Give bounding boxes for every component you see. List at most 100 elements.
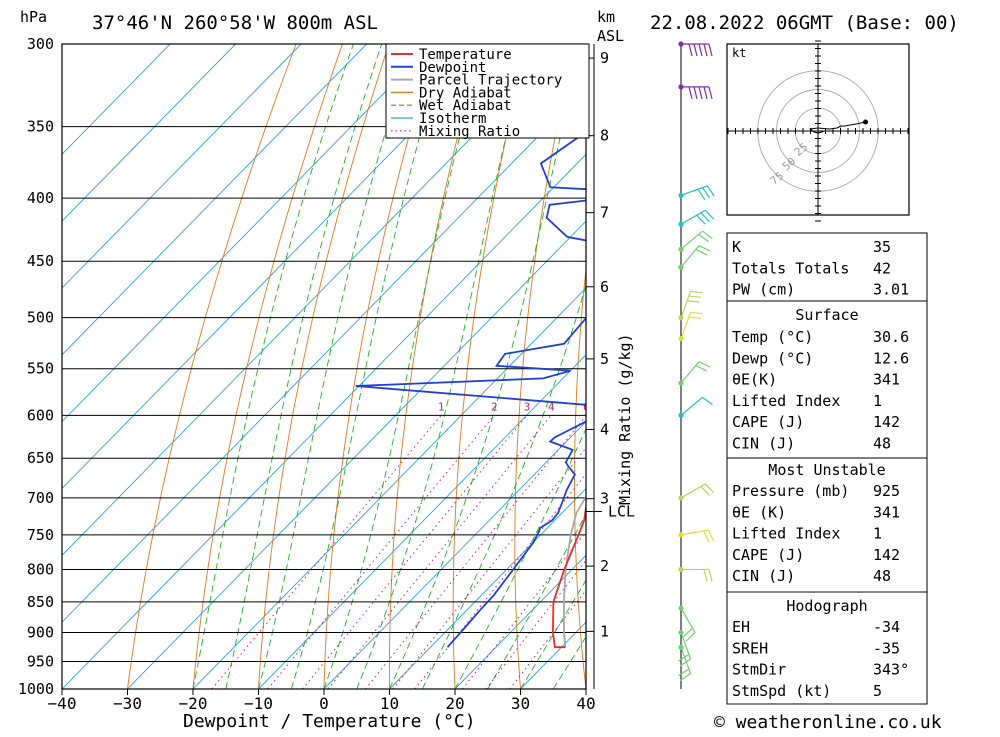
- index-value: 5: [873, 682, 882, 700]
- wet-adiabat-line: [193, 44, 353, 689]
- index-label: StmDir: [732, 661, 786, 679]
- dry-adiabat-line: [993, 44, 1000, 689]
- pressure-tick-label: 550: [27, 360, 54, 378]
- wind-barb-flag: [699, 246, 710, 251]
- x-tick-label: −30: [113, 694, 142, 713]
- index-value: 1: [873, 525, 882, 543]
- mixing-ratio-line: [268, 415, 494, 689]
- wind-barb-flag: [698, 189, 705, 199]
- isotherm-line: [0, 44, 170, 689]
- pressure-tick-label: 850: [27, 593, 54, 611]
- wind-barb-dot: [678, 532, 683, 537]
- index-label: CAPE (J): [732, 413, 804, 431]
- section-title: Most Unstable: [768, 461, 885, 479]
- km-tick-label: 9: [600, 49, 609, 67]
- km-tick-label: 8: [600, 127, 609, 145]
- wind-barb-dot: [678, 381, 683, 386]
- wind-barb-flag: [704, 569, 707, 581]
- mixing-ratio-line: [303, 415, 528, 689]
- wind-barb-dot: [678, 606, 683, 611]
- dry-adiabat-line: [945, 44, 1000, 689]
- wind-barb-dot: [678, 645, 683, 650]
- mixing-ratio-label: 1: [438, 400, 445, 413]
- legend-entry: Mixing Ratio: [419, 124, 520, 140]
- index-value: 1: [873, 392, 882, 410]
- index-label: CAPE (J): [732, 546, 804, 564]
- isotherm-line: [0, 44, 367, 689]
- index-label: SREH: [732, 639, 768, 657]
- wind-barb-staff: [681, 210, 705, 224]
- index-label: Temp (°C): [732, 328, 813, 346]
- copyright: © weatheronline.co.uk: [714, 712, 942, 733]
- pressure-tick-label: 500: [27, 309, 54, 327]
- dry-adiabat-line: [515, 44, 575, 689]
- index-label: Dewp (°C): [732, 349, 813, 367]
- index-label: Lifted Index: [732, 525, 840, 543]
- wind-barb-flag: [702, 397, 712, 404]
- wind-barb-dot: [678, 84, 683, 89]
- wind-barb-flag: [709, 530, 714, 541]
- dry-adiabat-line: [575, 44, 622, 689]
- index-label: K: [732, 238, 741, 256]
- dry-adiabat-line: [632, 44, 667, 689]
- index-label: Totals Totals: [732, 259, 849, 277]
- dry-adiabat-line: [259, 44, 389, 689]
- wind-barb-flag: [694, 87, 697, 99]
- km-tick-label: 6: [600, 278, 609, 296]
- wind-barb-dot: [678, 413, 683, 418]
- wind-barb-flag: [704, 44, 707, 56]
- wind-barb-flag: [709, 44, 712, 56]
- mixing-ratio-line: [365, 415, 586, 689]
- wind-barb-flag: [703, 188, 710, 198]
- wind-barb-flag: [709, 569, 712, 581]
- wind-barb-dot: [678, 247, 683, 252]
- index-value: 341: [873, 503, 900, 521]
- section-title: Hodograph: [786, 597, 867, 615]
- wind-barb-staff: [681, 484, 705, 498]
- wind-barb-flag: [699, 362, 710, 367]
- pressure-tick-label: 650: [27, 449, 54, 467]
- wind-barb-dot: [678, 193, 683, 198]
- index-value: 12.6: [873, 349, 909, 367]
- wind-barb-dot: [678, 495, 683, 500]
- wind-barb-flag: [689, 87, 692, 99]
- wind-barb-flag: [679, 669, 689, 676]
- hpa-label: hPa: [20, 8, 47, 26]
- wind-barb-flag: [689, 296, 701, 297]
- index-label: EH: [732, 618, 750, 636]
- wind-barb-flag: [687, 301, 699, 302]
- km-tick-label: 7: [600, 204, 609, 222]
- km-tick-label: 1: [600, 622, 609, 640]
- wind-barb-staff: [681, 246, 699, 267]
- index-label: θE (K): [732, 503, 786, 521]
- wet-adiabat-line: [259, 44, 413, 689]
- isotherm-line: [128, 44, 760, 689]
- x-tick-label: −40: [48, 694, 77, 713]
- index-value: 42: [873, 259, 891, 277]
- index-label: Lifted Index: [732, 392, 840, 410]
- wind-barb-flag: [689, 44, 692, 56]
- hodograph-unit: kt: [732, 46, 746, 60]
- index-label: θE(K): [732, 371, 777, 389]
- wind-barb-flag: [699, 234, 709, 241]
- pressure-tick-label: 700: [27, 489, 54, 507]
- pressure-tick-label: 400: [27, 189, 54, 207]
- index-value: 925: [873, 482, 900, 500]
- wind-barb-dot: [678, 315, 683, 320]
- wind-barb-flag: [709, 87, 712, 99]
- wind-barb-flag: [691, 312, 703, 313]
- index-value: 142: [873, 546, 900, 564]
- wind-barb-staff: [681, 397, 702, 415]
- index-value: 30.6: [873, 328, 909, 346]
- wind-barb-flag: [696, 366, 707, 371]
- wet-adiabat-line: [291, 44, 446, 689]
- x-tick-label: 40: [576, 694, 595, 713]
- wind-barb-dot: [678, 336, 683, 341]
- wind-barb-flag: [707, 186, 714, 196]
- pressure-tick-label: 800: [27, 560, 54, 578]
- wind-barb-flag: [691, 291, 703, 292]
